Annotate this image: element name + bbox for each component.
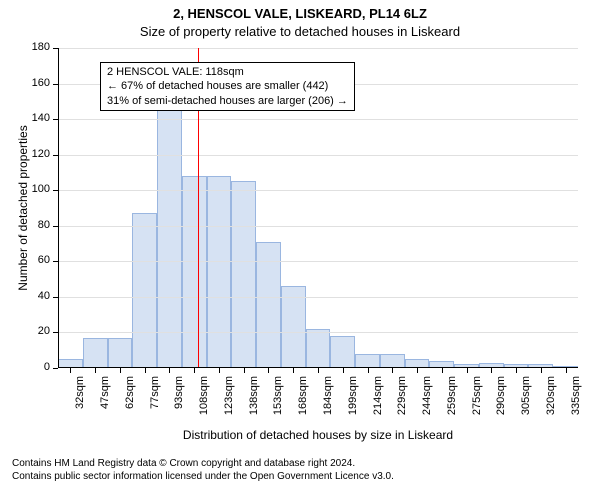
x-tick-label: 184sqm [322,376,334,426]
y-tick-label: 180 [32,41,50,53]
y-axis-label: Number of detached properties [16,48,30,368]
annot-line-3: 31% of semi-detached houses are larger (… [107,94,348,108]
x-tick-label: 214sqm [372,376,384,426]
x-tick-label: 290sqm [495,376,507,426]
x-tick-label: 123sqm [223,376,235,426]
histogram-bar [132,213,157,368]
chart-frame: 2, HENSCOL VALE, LISKEARD, PL14 6LZ Size… [0,0,600,500]
x-tick-label: 47sqm [99,376,111,426]
y-tick-label: 20 [38,325,50,337]
x-tick-label: 93sqm [173,376,185,426]
y-tick-label: 120 [32,148,50,160]
x-tick-label: 77sqm [149,376,161,426]
footer-attribution: Contains HM Land Registry data © Crown c… [0,458,600,483]
plot-area: 2 HENSCOL VALE: 118sqm ← 67% of detached… [58,48,578,368]
y-tick-label: 140 [32,112,50,124]
x-tick-label: 199sqm [347,376,359,426]
histogram-bar [83,338,108,368]
footer-line-2: Contains public sector information licen… [12,471,600,484]
x-tick-label: 153sqm [272,376,284,426]
x-tick-label: 32sqm [74,376,86,426]
x-tick-label: 305sqm [520,376,532,426]
y-tick-label: 0 [44,361,50,373]
x-tick-label: 62sqm [124,376,136,426]
y-tick-label: 60 [38,254,50,266]
annot-line-1: 2 HENSCOL VALE: 118sqm [107,65,348,79]
x-tick-label: 168sqm [297,376,309,426]
y-tick-label: 160 [32,77,50,89]
histogram-bar [281,286,306,368]
x-tick-label: 335sqm [570,376,582,426]
y-tick-label: 100 [32,183,50,195]
y-axis-line [58,48,59,368]
histogram-bar [231,181,256,368]
histogram-bar [330,336,355,368]
chart-title-1: 2, HENSCOL VALE, LISKEARD, PL14 6LZ [0,6,600,21]
annotation-box: 2 HENSCOL VALE: 118sqm ← 67% of detached… [100,62,355,111]
x-tick-label: 138sqm [248,376,260,426]
x-tick-label: 275sqm [471,376,483,426]
histogram-bar [108,338,133,368]
x-tick-label: 229sqm [396,376,408,426]
x-tick-label: 259sqm [446,376,458,426]
x-tick-label: 108sqm [198,376,210,426]
y-tick-label: 40 [38,290,50,302]
chart-title-2: Size of property relative to detached ho… [0,24,600,39]
footer-line-1: Contains HM Land Registry data © Crown c… [12,458,600,471]
y-tick-label: 80 [38,219,50,231]
x-axis-label: Distribution of detached houses by size … [58,428,578,442]
histogram-bar [182,176,207,368]
x-tick-label: 244sqm [421,376,433,426]
annot-line-2: ← 67% of detached houses are smaller (44… [107,79,348,93]
histogram-bar [355,354,380,368]
histogram-bar [207,176,232,368]
histogram-bar [157,107,182,368]
x-tick-label: 320sqm [545,376,557,426]
histogram-bar [380,354,405,368]
histogram-bar [306,329,331,368]
